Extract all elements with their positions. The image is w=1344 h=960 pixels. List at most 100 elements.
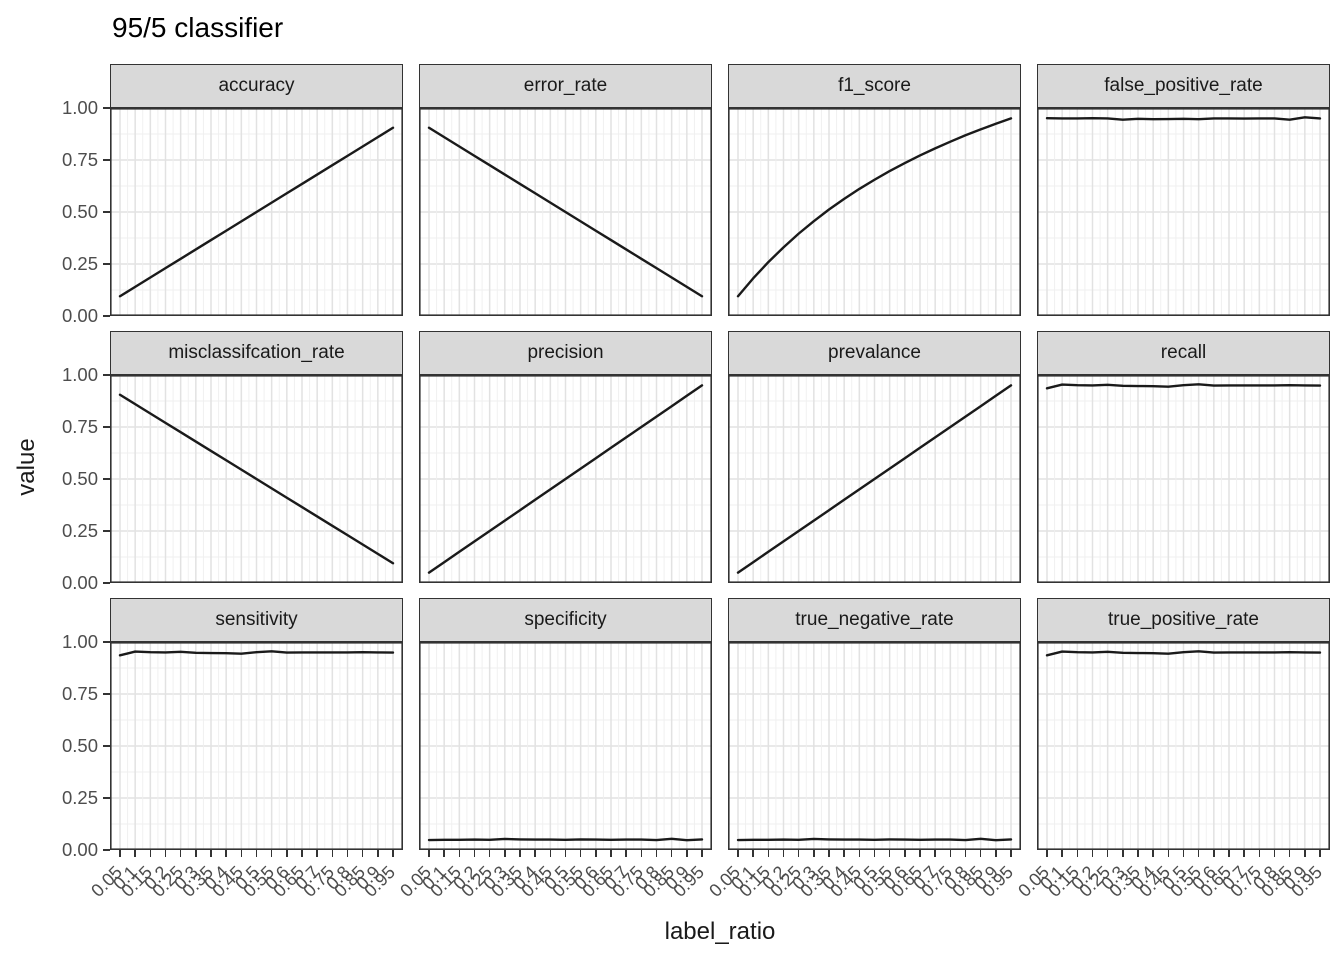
facet-strip-error_rate: error_rate (419, 64, 712, 108)
x-axis-tick (949, 850, 952, 857)
facet-panel-sensitivity (110, 642, 403, 850)
facet-strip-false_positive_rate: false_positive_rate (1037, 64, 1330, 108)
x-axis-tick (225, 850, 227, 857)
y-axis-tick (103, 374, 110, 376)
y-tick-label: 0.00 (61, 305, 98, 326)
x-axis-tick (1213, 850, 1215, 857)
data-line-prevalance (736, 384, 1013, 574)
facet-strip-misclassifcation_rate: misclassifcation_rate (110, 331, 403, 375)
facet-panel-specificity (419, 642, 712, 850)
x-axis-tick (331, 850, 334, 857)
y-tick-label: 0.75 (61, 416, 98, 437)
x-axis-tick (1046, 850, 1048, 857)
x-axis-tick (919, 850, 921, 857)
x-axis-tick (595, 850, 597, 857)
y-tick-label: 0.00 (61, 572, 98, 593)
x-axis-tick (767, 850, 770, 857)
y-axis-tick (103, 530, 110, 532)
facet-strip-label: f1_score (838, 75, 911, 96)
y-tick-label: 0.50 (61, 735, 98, 756)
facet-strip-recall: recall (1037, 331, 1330, 375)
x-axis-tick (504, 850, 506, 857)
x-axis-tick (534, 850, 536, 857)
x-axis-tick (443, 850, 445, 857)
data-line-sensitivity (118, 650, 395, 657)
y-tick-label: 0.25 (61, 520, 98, 541)
x-axis-tick (964, 850, 967, 857)
y-axis-tick (103, 211, 110, 213)
x-axis-tick (164, 850, 167, 857)
x-axis-tick (782, 850, 785, 857)
x-axis-tick (1122, 850, 1124, 857)
x-axis-tick (564, 850, 567, 857)
x-axis-tick (873, 850, 876, 857)
facet-panel-precision (419, 375, 712, 583)
facet-panel-misclassifcation_rate (110, 375, 403, 583)
y-tick-label: 0.25 (61, 787, 98, 808)
x-axis-tick (934, 850, 936, 857)
x-axis-tick (579, 850, 582, 857)
x-axis-tick (979, 850, 982, 857)
data-line-accuracy (118, 126, 395, 298)
facet-strip-label: misclassifcation_rate (168, 342, 345, 363)
x-axis-tick (473, 850, 476, 857)
y-tick-label: 0.25 (61, 253, 98, 274)
x-axis-tick (1010, 850, 1012, 857)
x-axis-tick (904, 850, 906, 857)
facet-strip-prevalance: prevalance (728, 331, 1021, 375)
x-axis-tick (1137, 850, 1139, 857)
x-axis-title: label_ratio (664, 918, 776, 945)
x-axis-tick (858, 850, 861, 857)
facet-panel-accuracy (110, 108, 403, 316)
y-tick-label: 0.00 (61, 839, 98, 860)
x-axis-tick (1273, 850, 1276, 857)
chart-title: 95/5 classifier (112, 12, 284, 43)
x-axis-tick (640, 850, 643, 857)
facet-strip-accuracy: accuracy (110, 64, 403, 108)
y-axis-tick (103, 797, 110, 799)
facet-strip-label: false_positive_rate (1104, 75, 1263, 96)
facet-panel-true_negative_rate (728, 642, 1021, 850)
y-tick-label: 0.75 (61, 149, 98, 170)
y-tick-label: 0.50 (61, 468, 98, 489)
y-axis-tick (103, 263, 110, 265)
x-axis-tick (428, 850, 430, 857)
data-line-recall (1045, 383, 1322, 390)
data-line-true_negative_rate (736, 837, 1013, 842)
x-axis-tick (134, 850, 136, 857)
facet-strip-label: specificity (524, 609, 607, 630)
x-axis-tick (1091, 850, 1094, 857)
x-axis-tick (179, 850, 182, 857)
x-axis-tick (301, 850, 303, 857)
y-axis-tick (103, 315, 110, 317)
facet-panel-error_rate (419, 108, 712, 316)
y-axis-tick (103, 107, 110, 109)
facet-panel-false_positive_rate (1037, 108, 1330, 316)
x-axis-tick (519, 850, 521, 857)
facet-strip-label: error_rate (523, 75, 608, 96)
facet-panel-prevalance (728, 375, 1021, 583)
y-axis-tick (103, 159, 110, 161)
facet-strip-label: precision (527, 342, 604, 363)
data-line-misclassifcation_rate (118, 393, 395, 565)
x-axis-tick (888, 850, 891, 857)
data-line-precision (427, 384, 704, 574)
x-axis-tick (346, 850, 349, 857)
data-line-true_positive_rate (1045, 650, 1322, 657)
x-axis-tick (377, 850, 379, 857)
x-axis-tick (392, 850, 394, 857)
x-axis-tick (255, 850, 258, 857)
x-axis-tick (752, 850, 754, 857)
x-axis-tick (1197, 850, 1200, 857)
x-axis-tick (797, 850, 800, 857)
x-axis-tick (686, 850, 688, 857)
x-axis-tick (119, 850, 121, 857)
x-axis-tick (1288, 850, 1291, 857)
y-tick-label: 1.00 (61, 364, 98, 385)
x-axis-tick (1243, 850, 1245, 857)
facet-strip-f1_score: f1_score (728, 64, 1021, 108)
x-axis-tick (625, 850, 627, 857)
x-axis-tick (458, 850, 461, 857)
x-axis-tick (737, 850, 739, 857)
